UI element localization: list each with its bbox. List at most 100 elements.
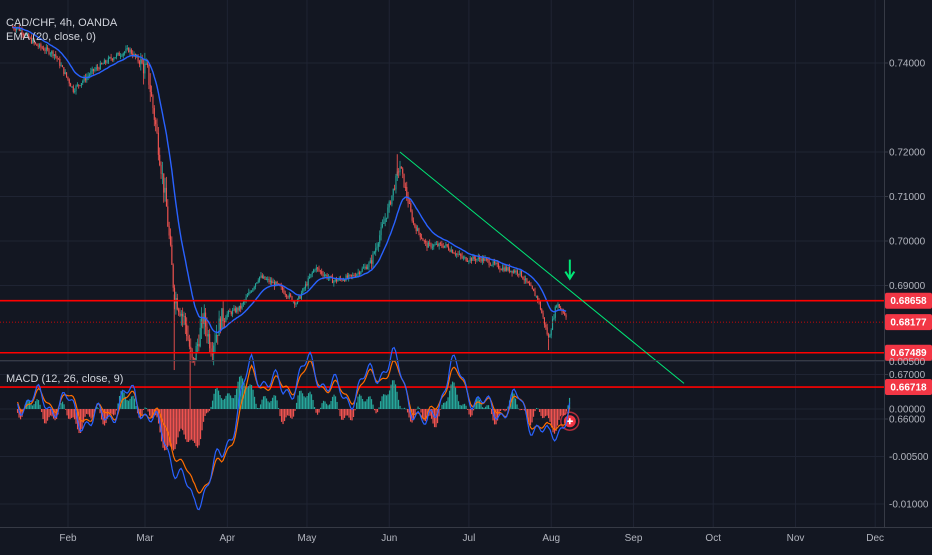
macd-histogram-bar bbox=[327, 405, 329, 409]
macd-histogram-bar bbox=[75, 409, 77, 424]
macd-histogram-bar bbox=[435, 409, 437, 428]
macd-histogram-bar bbox=[324, 401, 326, 409]
macd-histogram-bar bbox=[307, 393, 310, 409]
candle-down bbox=[268, 279, 270, 283]
candle-down bbox=[55, 54, 57, 57]
macd-histogram-bar bbox=[253, 396, 256, 409]
candle-up bbox=[288, 294, 290, 298]
candle-up bbox=[375, 248, 377, 253]
macd-pane[interactable] bbox=[16, 346, 571, 511]
macd-histogram-bar bbox=[469, 409, 472, 417]
x-tick-label: Aug bbox=[542, 533, 560, 544]
candle-down bbox=[291, 296, 293, 302]
candle-up bbox=[125, 48, 127, 52]
macd-histogram-bar bbox=[463, 403, 466, 409]
macd-indicator-label[interactable]: MACD (12, 26, close, 9) bbox=[6, 373, 124, 385]
signal-line[interactable] bbox=[17, 359, 571, 494]
candle-down bbox=[466, 261, 469, 262]
candle-up bbox=[71, 86, 73, 88]
macd-histogram-bar bbox=[63, 404, 65, 409]
macd-histogram-bar bbox=[423, 409, 425, 421]
candle-up bbox=[106, 62, 108, 64]
candle-up bbox=[248, 292, 250, 296]
event-marker-ring-icon[interactable] bbox=[560, 411, 580, 431]
macd-histogram-bar bbox=[543, 409, 545, 418]
macd-histogram-bar bbox=[210, 406, 212, 409]
macd-y-tick-label: 0.00500 bbox=[889, 357, 926, 368]
macd-histogram-bar bbox=[181, 409, 184, 431]
macd-histogram-bar bbox=[471, 409, 473, 416]
macd-histogram-bar bbox=[67, 409, 70, 419]
candle-down bbox=[511, 270, 513, 273]
candle-down bbox=[156, 124, 158, 133]
candle-up bbox=[434, 244, 436, 246]
macd-histogram-bar bbox=[420, 409, 422, 413]
macd-histogram-bar bbox=[60, 403, 62, 409]
candle-down bbox=[406, 186, 408, 197]
candle-up bbox=[554, 306, 556, 318]
candle-up bbox=[253, 286, 255, 289]
candle-up bbox=[83, 77, 85, 81]
macd-histogram-bar bbox=[387, 394, 389, 409]
macd-histogram-bar bbox=[487, 405, 490, 409]
macd-histogram-bar bbox=[478, 399, 481, 409]
macd-histogram-bar bbox=[364, 401, 367, 409]
macd-histogram-bar bbox=[28, 401, 31, 409]
macd-histogram-bar bbox=[373, 409, 376, 411]
macd-histogram-bar bbox=[204, 409, 206, 416]
candle-down bbox=[211, 353, 213, 355]
macd-histogram-bar bbox=[348, 409, 350, 418]
candle-up bbox=[53, 54, 55, 57]
candle-down bbox=[43, 48, 45, 51]
macd-histogram-bar bbox=[228, 393, 230, 409]
axes[interactable]: FebMarAprMayJunJulAugSepOctNovDec0.76000… bbox=[59, 0, 932, 544]
macd-histogram-bar bbox=[268, 402, 271, 409]
x-tick-label: Jul bbox=[463, 533, 476, 544]
candle-down bbox=[319, 270, 321, 272]
macd-histogram-bar bbox=[300, 390, 302, 409]
macd-histogram-bar bbox=[342, 409, 344, 420]
candle-up bbox=[433, 244, 435, 247]
symbol-title[interactable]: CAD/CHF, 4h, OANDA bbox=[6, 17, 118, 29]
macd-histogram-bar bbox=[346, 409, 349, 416]
macd-histogram-bar bbox=[147, 409, 149, 412]
candle-down bbox=[184, 315, 186, 325]
candle-up bbox=[431, 246, 433, 248]
candle-up bbox=[102, 63, 104, 65]
candle-down bbox=[148, 64, 150, 85]
macd-histogram-bar bbox=[270, 400, 272, 409]
candle-up bbox=[464, 257, 466, 259]
macd-histogram-bar bbox=[375, 409, 377, 414]
candle-down bbox=[61, 65, 64, 68]
candle-up bbox=[114, 57, 116, 59]
candle-down bbox=[277, 283, 280, 285]
macd-histogram-bar bbox=[55, 409, 58, 419]
candle-down bbox=[110, 57, 112, 59]
price-pane[interactable] bbox=[0, 24, 884, 431]
ema-indicator-label[interactable]: EMA (20, close, 0) bbox=[6, 31, 96, 43]
candle-down bbox=[449, 249, 451, 252]
macd-histogram-bar bbox=[25, 400, 28, 409]
candle-down bbox=[182, 313, 184, 317]
trendline[interactable] bbox=[399, 151, 685, 384]
macd-line[interactable] bbox=[17, 346, 571, 511]
candle-up bbox=[323, 275, 325, 276]
candle-down bbox=[460, 253, 462, 256]
macd-histogram-bar bbox=[54, 409, 56, 421]
candle-up bbox=[144, 63, 146, 74]
candle-down bbox=[261, 275, 263, 279]
candle-down bbox=[168, 226, 170, 236]
macd-histogram-bar bbox=[271, 397, 274, 409]
candle-down bbox=[171, 244, 173, 265]
macd-histogram-bar bbox=[40, 409, 43, 413]
ema-line[interactable] bbox=[12, 26, 567, 334]
candle-down bbox=[530, 285, 532, 287]
macd-histogram-bar bbox=[390, 384, 392, 409]
macd-histogram-bar bbox=[141, 409, 143, 415]
candle-down bbox=[558, 304, 560, 308]
macd-histogram-bar bbox=[45, 409, 47, 424]
macd-histogram-bar bbox=[436, 409, 439, 424]
macd-histogram-bar bbox=[316, 409, 319, 415]
